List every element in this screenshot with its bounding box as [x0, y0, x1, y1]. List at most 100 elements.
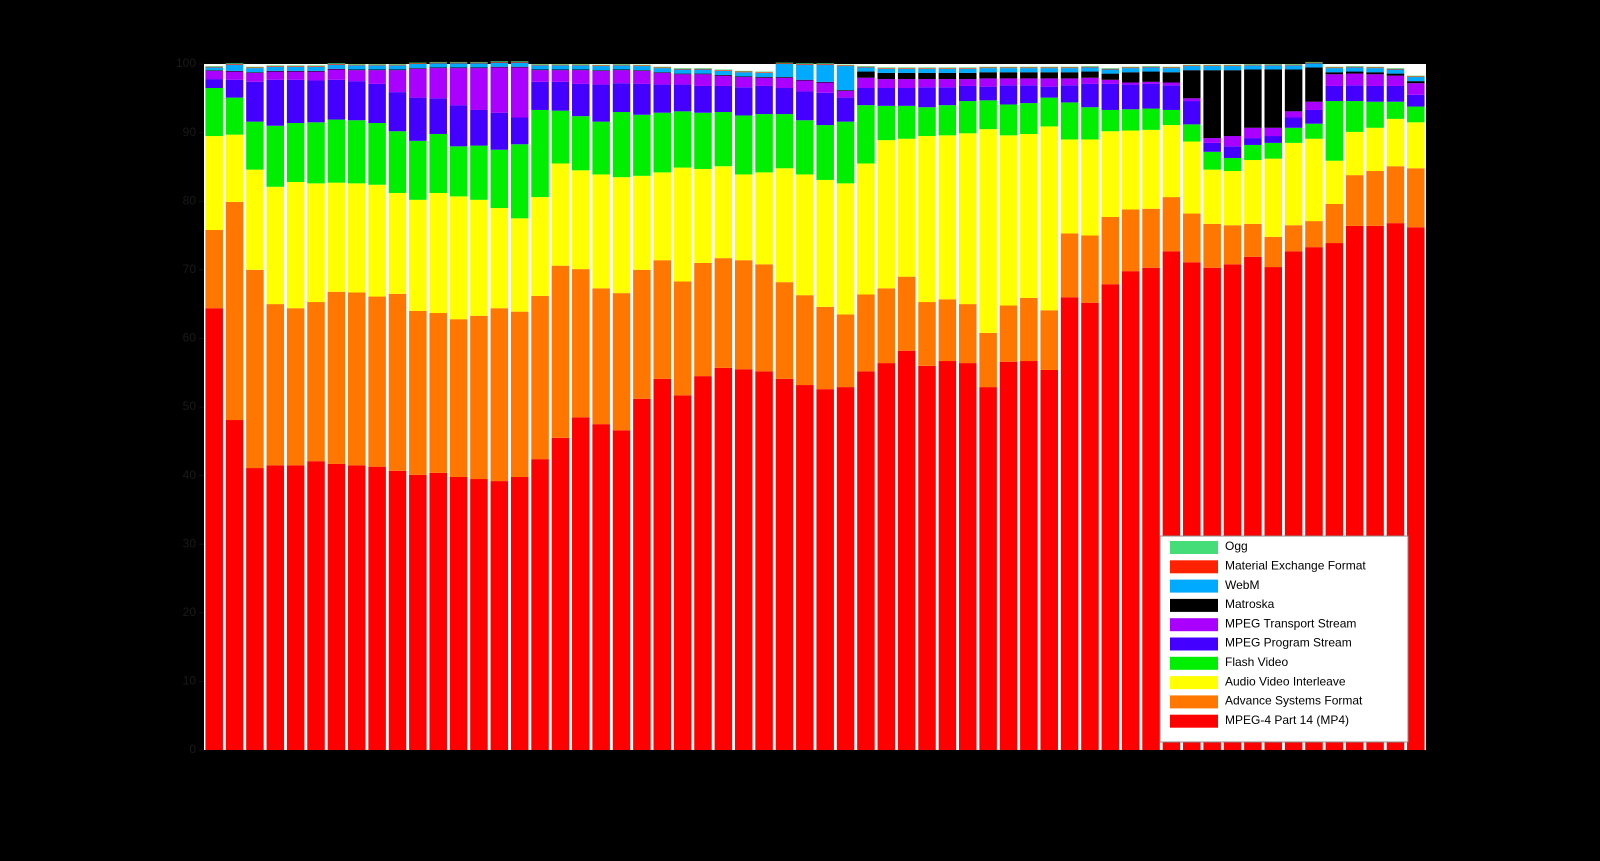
bar-segment [796, 120, 814, 175]
bar-segment [857, 77, 875, 89]
bar-segment [775, 77, 794, 78]
bar-segment [775, 168, 794, 283]
legend-label: Ogg [1225, 539, 1248, 553]
bar-segment [1325, 85, 1344, 102]
bar-segment [1060, 85, 1079, 103]
bar-segment [266, 186, 285, 305]
bar-segment [999, 361, 1018, 750]
bar-segment [1345, 131, 1364, 176]
bar-segment [307, 122, 325, 184]
bar-segment [714, 70, 733, 75]
bar-segment [1101, 109, 1120, 132]
bar-segment [938, 299, 957, 362]
bar-segment [796, 385, 814, 750]
bar-segment [368, 83, 386, 123]
bar-segment [979, 78, 997, 87]
bar-segment [409, 474, 427, 750]
bar-segment [796, 63, 814, 64]
bar-segment [225, 79, 244, 98]
bar-segment [1407, 83, 1425, 95]
bar-segment [286, 122, 305, 182]
bar-segment [714, 258, 733, 368]
bar-segment [897, 72, 916, 80]
bar-segment [1386, 166, 1405, 224]
bar-segment [551, 65, 570, 70]
bar-segment [1386, 118, 1405, 167]
bar-segment [1244, 138, 1262, 145]
bar-segment [286, 66, 305, 71]
bar-segment [1162, 109, 1181, 126]
bar-segment [1020, 297, 1038, 362]
bar-segment [490, 67, 509, 113]
bar-segment [938, 361, 957, 750]
bar-segment [510, 218, 529, 312]
bar-segment [429, 61, 447, 63]
bar-segment [1060, 297, 1079, 750]
bar-segment [1162, 72, 1181, 83]
bar-segment [307, 70, 325, 72]
bar-segment [897, 138, 916, 277]
bar-segment [1121, 84, 1140, 110]
bar-segment [510, 144, 529, 219]
bar-segment [225, 64, 244, 71]
legend-swatch [1170, 560, 1218, 574]
bar-segment [1366, 66, 1384, 68]
bar-segment [857, 67, 875, 72]
bar-segment [1020, 133, 1038, 298]
bar-segment [551, 64, 570, 65]
bar-segment [1305, 138, 1323, 222]
bar-segment [1020, 67, 1038, 69]
bar-segment [1305, 67, 1323, 102]
bar-segment [1325, 74, 1344, 86]
bar-segment [694, 69, 712, 74]
legend-label: MPEG Program Stream [1225, 636, 1352, 650]
bar-segment [1223, 157, 1242, 172]
bar-segment [1264, 65, 1283, 70]
bar-segment [286, 308, 305, 466]
bar-segment [653, 84, 672, 113]
bar-segment [1264, 127, 1283, 137]
legend-swatch [1170, 541, 1218, 554]
bar-segment [429, 62, 447, 64]
bar-segment [1284, 64, 1303, 66]
bar-segment [327, 182, 346, 292]
bar-segment [449, 63, 468, 68]
bar-segment [755, 77, 773, 78]
bar-segment [999, 78, 1018, 86]
bar-segment [490, 481, 509, 750]
bar-segment [388, 192, 407, 294]
bar-segment [1081, 139, 1099, 236]
bar-segment [755, 114, 773, 173]
bar-segment [734, 115, 753, 175]
bar-segment [796, 79, 814, 81]
bar-segment [653, 112, 672, 173]
bar-segment [816, 92, 834, 126]
bar-segment [592, 66, 610, 71]
bar-segment [897, 67, 916, 69]
bar-segment [1183, 65, 1201, 67]
bar-segment [918, 87, 936, 108]
bar-segment [1284, 142, 1303, 226]
bar-segment [877, 72, 896, 80]
bar-segment [429, 68, 447, 99]
bar-segment [1142, 267, 1160, 750]
bar-segment [694, 68, 712, 69]
bar-segment [938, 68, 957, 69]
bar-segment [918, 302, 936, 366]
bar-segment [755, 77, 773, 86]
bar-segment [816, 82, 834, 93]
bar-segment [1345, 71, 1364, 74]
bar-segment [1203, 151, 1221, 170]
bar-segment [857, 294, 875, 372]
bar-segment [409, 140, 427, 200]
bar-segment [368, 466, 386, 750]
bar-segment [1142, 129, 1160, 209]
bar-segment [225, 97, 244, 135]
bar-segment [979, 332, 997, 388]
bar-segment [694, 74, 712, 86]
bar-segment [1244, 64, 1262, 66]
bar-segment [1162, 68, 1181, 73]
bar-segment [836, 121, 855, 184]
bar-segment [572, 116, 590, 171]
bar-segment [999, 68, 1018, 73]
